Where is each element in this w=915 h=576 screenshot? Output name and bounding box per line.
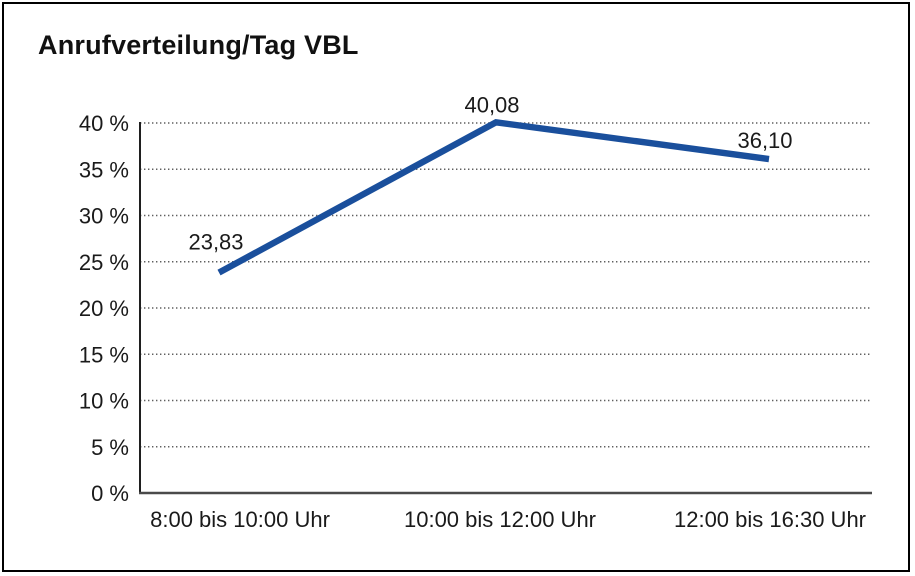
y-tick-label-30: 30 % <box>79 204 129 229</box>
y-tick-label-35: 35 % <box>79 157 129 182</box>
y-tick-label-15: 15 % <box>79 342 129 367</box>
data-label-1: 23,83 <box>188 230 243 255</box>
y-tick-label-0: 0 % <box>91 481 129 506</box>
chart-title: Anrufverteilung/Tag VBL <box>38 30 359 60</box>
x-category-label-1: 8:00 bis 10:00 Uhr <box>150 507 330 532</box>
y-tick-label-20: 20 % <box>79 296 129 321</box>
data-line <box>217 118 770 276</box>
y-tick-label-10: 10 % <box>79 389 129 414</box>
x-category-label-3: 12:00 bis 16:30 Uhr <box>674 507 866 532</box>
x-category-label-2: 10:00 bis 12:00 Uhr <box>404 507 596 532</box>
y-tick-label-40: 40 % <box>79 111 129 136</box>
y-tick-label-5: 5 % <box>91 435 129 460</box>
data-label-2: 40,08 <box>464 92 519 117</box>
y-tick-label-25: 25 % <box>79 250 129 275</box>
data-label-3: 36,10 <box>737 128 792 153</box>
